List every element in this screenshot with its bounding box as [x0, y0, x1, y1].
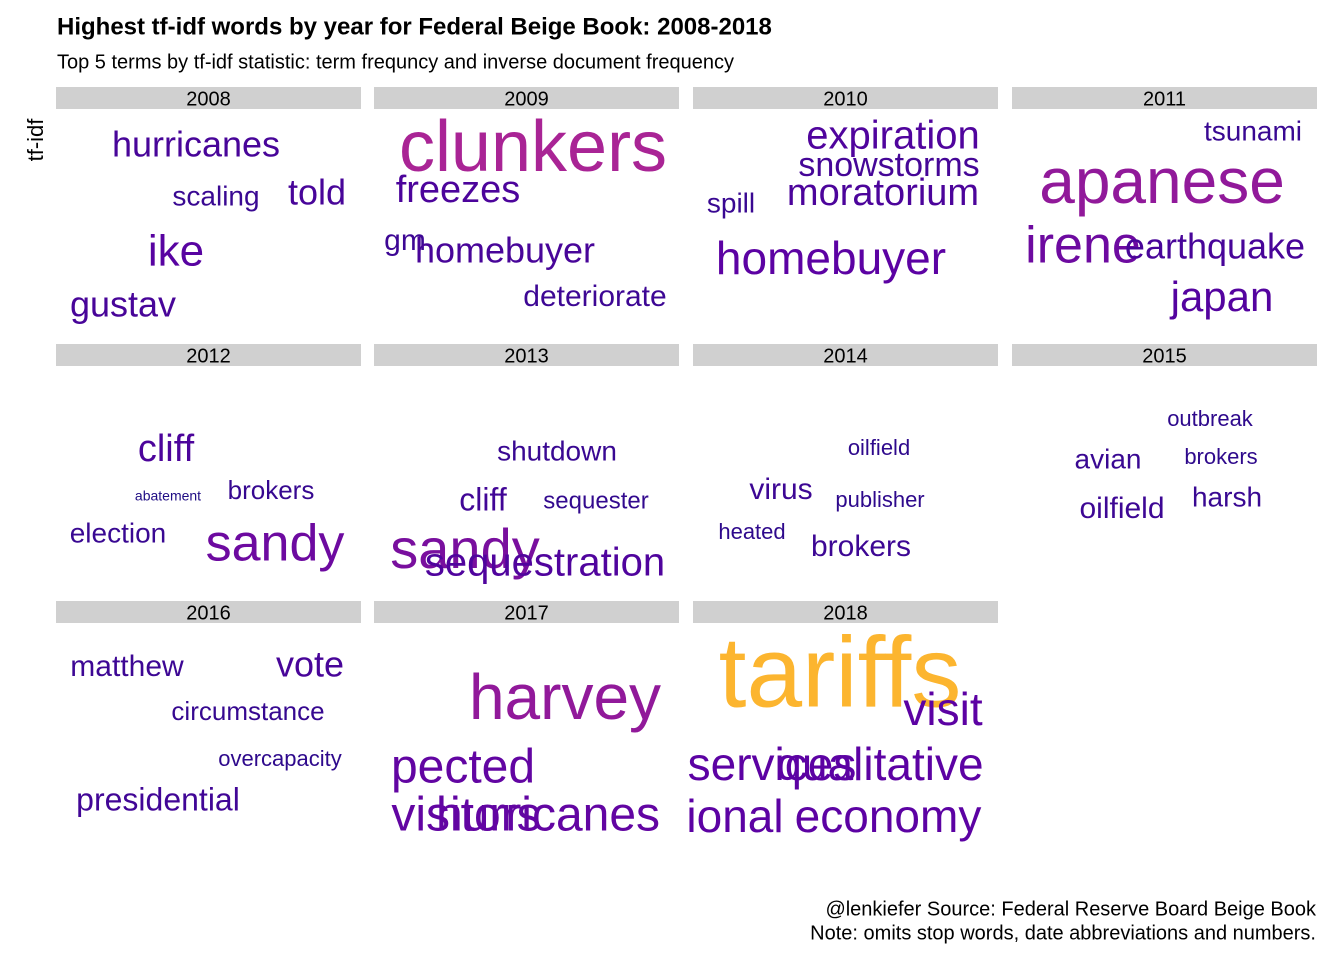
- facet-strip: [693, 87, 998, 109]
- word: gm: [384, 224, 426, 257]
- word: snowstorms: [798, 146, 979, 184]
- word: deteriorate: [523, 280, 666, 313]
- word: spill: [707, 187, 755, 218]
- facet-label: 2010: [823, 88, 868, 110]
- word: services: [688, 738, 857, 790]
- word: ional: [686, 790, 783, 842]
- word: qualitative: [776, 738, 983, 790]
- facet-strip: [374, 601, 679, 623]
- word: brokers: [1184, 444, 1257, 469]
- word: heated: [718, 519, 785, 544]
- facet-label: 2009: [504, 88, 549, 110]
- facet-strip: [374, 344, 679, 366]
- word: scaling: [172, 180, 259, 211]
- word: abatement: [135, 488, 201, 504]
- facet-label: 2014: [823, 345, 868, 367]
- facet-label: 2016: [186, 602, 231, 624]
- word: harvey: [469, 661, 661, 733]
- facet-strip: [374, 87, 679, 109]
- facet-strip: [56, 601, 361, 623]
- word: outbreak: [1167, 406, 1254, 431]
- word: homebuyer: [716, 232, 946, 284]
- facet-strip: [1012, 87, 1317, 109]
- facet-label: 2015: [1142, 345, 1187, 367]
- facet-strip: [56, 87, 361, 109]
- word: hurricanes: [436, 789, 660, 842]
- facet-label: 2011: [1143, 88, 1186, 110]
- word: cliff: [138, 428, 195, 470]
- word: homebuyer: [415, 230, 595, 271]
- facet-label: 2013: [504, 345, 549, 367]
- caption: @lenkiefer Source: Federal Reserve Board…: [825, 898, 1317, 920]
- word: clunkers: [399, 107, 667, 187]
- word: virus: [749, 473, 812, 506]
- word: visit: [903, 683, 982, 735]
- facet-strip: [1012, 344, 1317, 366]
- word: expiration: [806, 114, 979, 158]
- word: irene: [1025, 217, 1141, 275]
- word: sequester: [543, 487, 648, 514]
- word: earthquake: [1125, 226, 1305, 267]
- word: oilfield: [848, 435, 910, 460]
- word: brokers: [228, 475, 315, 505]
- facet-strip: [693, 344, 998, 366]
- facet-label: 2008: [186, 88, 231, 110]
- word: brokers: [811, 530, 911, 563]
- word: ike: [148, 227, 204, 276]
- facet-label: 2018: [823, 602, 868, 624]
- word: overcapacity: [218, 746, 342, 771]
- word: vote: [276, 644, 344, 685]
- facet-label: 2012: [186, 345, 231, 367]
- word: harsh: [1192, 481, 1262, 512]
- word: apanese: [1039, 145, 1285, 217]
- facet-label: 2017: [504, 602, 549, 624]
- word: moratorium: [787, 172, 979, 214]
- word: tsunami: [1204, 115, 1302, 146]
- word: shutdown: [497, 435, 617, 466]
- word: visitors: [391, 789, 540, 842]
- word: pected: [391, 741, 535, 794]
- word: sandy: [390, 517, 539, 580]
- facet-strip: [693, 601, 998, 623]
- word: oilfield: [1079, 492, 1164, 525]
- word: sequestration: [425, 541, 665, 585]
- word: circumstance: [171, 696, 324, 726]
- word: freezes: [396, 169, 521, 211]
- word: hurricanes: [112, 124, 280, 165]
- word: election: [70, 517, 167, 548]
- word: presidential: [76, 781, 240, 817]
- word: gustav: [70, 284, 176, 325]
- y-axis-label: tf-idf: [23, 118, 48, 162]
- word: matthew: [70, 650, 184, 683]
- word: tariffs: [719, 616, 962, 728]
- word: cliff: [459, 481, 507, 517]
- word: economy: [795, 790, 982, 842]
- caption: Note: omits stop words, date abbreviatio…: [810, 922, 1316, 944]
- word: japan: [1169, 273, 1274, 320]
- word: publisher: [835, 487, 924, 512]
- word: sandy: [206, 515, 345, 573]
- chart-subtitle: Top 5 terms by tf-idf statistic: term fr…: [57, 51, 734, 73]
- word: told: [288, 172, 346, 213]
- word: avian: [1075, 443, 1142, 474]
- chart-title: Highest tf-idf words by year for Federal…: [57, 13, 772, 40]
- facet-strip: [56, 344, 361, 366]
